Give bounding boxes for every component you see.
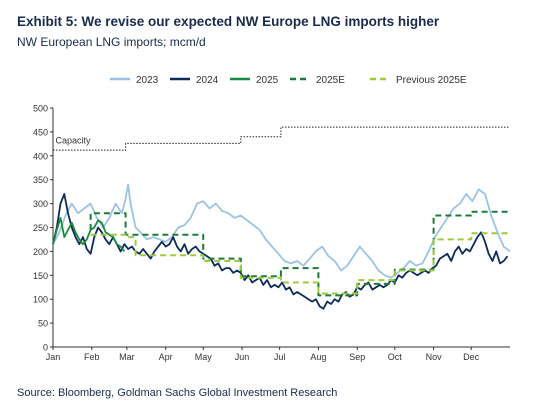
x-tick-label: Sep [349, 352, 365, 362]
chart-subtitle: NW European LNG imports; mcm/d [17, 35, 206, 49]
y-tick-label: 100 [33, 295, 48, 305]
y-tick-label: 400 [33, 151, 48, 161]
legend-label: 2025 [256, 75, 279, 86]
y-tick-label: 250 [33, 223, 48, 233]
capacity-annotation: Capacity [56, 135, 92, 145]
x-tick-label: Feb [84, 352, 100, 362]
legend-label: Previous 2025E [396, 75, 467, 86]
x-tick-label: Jun [235, 352, 250, 362]
legend-label: 2025E [316, 75, 345, 86]
y-tick-label: 350 [33, 175, 48, 185]
series-line-2025e [89, 210, 510, 297]
x-tick-label: Apr [159, 352, 173, 362]
y-tick-label: 300 [33, 199, 48, 209]
legend-label: 2024 [196, 75, 219, 86]
x-tick-label: Jan [46, 352, 61, 362]
y-tick-label: 200 [33, 247, 48, 257]
y-tick-label: 450 [33, 127, 48, 137]
x-tick-label: Jul [274, 352, 286, 362]
y-tick-label: 50 [38, 319, 48, 329]
x-tick-label: Aug [310, 352, 326, 362]
y-tick-label: 500 [33, 104, 48, 114]
x-tick-label: Oct [388, 352, 403, 362]
x-tick-label: Nov [426, 352, 443, 362]
y-tick-label: 0 [43, 343, 48, 353]
x-tick-label: Mar [119, 352, 135, 362]
source-note: Source: Bloomberg, Goldman Sachs Global … [17, 387, 338, 399]
y-tick-label: 150 [33, 271, 48, 281]
x-tick-label: May [195, 352, 213, 362]
series-line-2023 [52, 183, 511, 279]
series-line-previous-2025e [90, 232, 510, 295]
line-chart: 2023 2024 2025 2025E Previous 2025E 0 50 100 150… [33, 75, 511, 362]
chart-title: Exhibit 5: We revise our expected NW Eur… [17, 14, 440, 29]
legend-label: 2023 [136, 75, 159, 86]
x-tick-label: Dec [463, 352, 480, 362]
series-line-2025 [52, 216, 126, 252]
capacity-line [53, 126, 510, 151]
